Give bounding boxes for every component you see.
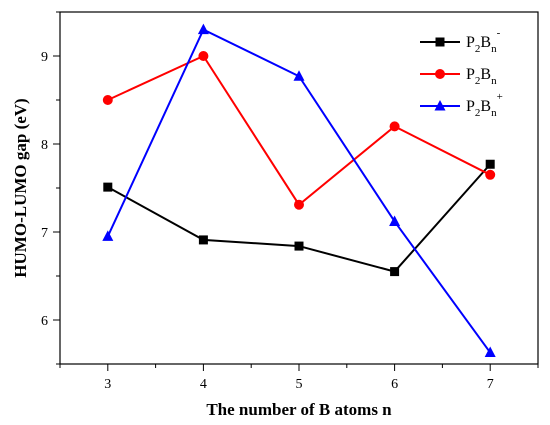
x-tick-label: 5 bbox=[296, 377, 303, 392]
series-0 bbox=[103, 159, 495, 277]
y-tick-label: 9 bbox=[41, 50, 48, 65]
legend-entry: P2Bn- bbox=[420, 27, 501, 55]
y-axis-title: HUMO-LUMO gap (eV) bbox=[11, 98, 30, 277]
data-point bbox=[197, 23, 209, 35]
legend-marker bbox=[435, 37, 445, 47]
data-point bbox=[390, 267, 400, 277]
data-point bbox=[293, 70, 305, 81]
legend-marker bbox=[435, 69, 445, 79]
series-2 bbox=[102, 23, 496, 358]
data-point bbox=[294, 199, 304, 210]
series-1 bbox=[102, 51, 496, 210]
series-layer bbox=[102, 23, 496, 358]
data-point bbox=[102, 95, 113, 105]
data-point bbox=[485, 169, 496, 180]
data-point bbox=[294, 241, 304, 251]
data-point bbox=[103, 182, 113, 192]
data-point bbox=[102, 230, 114, 241]
axis-ticks: 3 4 5 6 7 6 7 8 9 bbox=[41, 11, 539, 392]
data-point bbox=[484, 346, 496, 358]
y-tick-label: 7 bbox=[41, 226, 48, 241]
data-point bbox=[198, 235, 208, 245]
data-point bbox=[389, 121, 400, 132]
legend: P2Bn- P2Bn P2Bn+ bbox=[420, 27, 503, 119]
x-tick-label: 4 bbox=[200, 377, 207, 392]
data-point bbox=[485, 159, 495, 169]
data-point bbox=[198, 51, 209, 61]
legend-label: P2Bn+ bbox=[466, 91, 503, 119]
x-axis-title: The number of B atoms n bbox=[206, 400, 392, 419]
x-tick-label: 7 bbox=[487, 377, 494, 392]
plot-frame bbox=[59, 11, 539, 365]
series-line bbox=[107, 163, 491, 273]
data-point bbox=[389, 215, 401, 226]
x-tick-label: 3 bbox=[104, 377, 111, 392]
legend-label: P2Bn bbox=[466, 66, 497, 87]
y-tick-label: 6 bbox=[41, 314, 48, 329]
legend-entry: P2Bn+ bbox=[420, 91, 503, 119]
legend-marker bbox=[434, 100, 446, 111]
legend-label: P2Bn- bbox=[466, 27, 501, 55]
legend-entry: P2Bn bbox=[420, 66, 497, 87]
y-tick-label: 8 bbox=[41, 138, 48, 153]
x-tick-label: 6 bbox=[391, 377, 398, 392]
